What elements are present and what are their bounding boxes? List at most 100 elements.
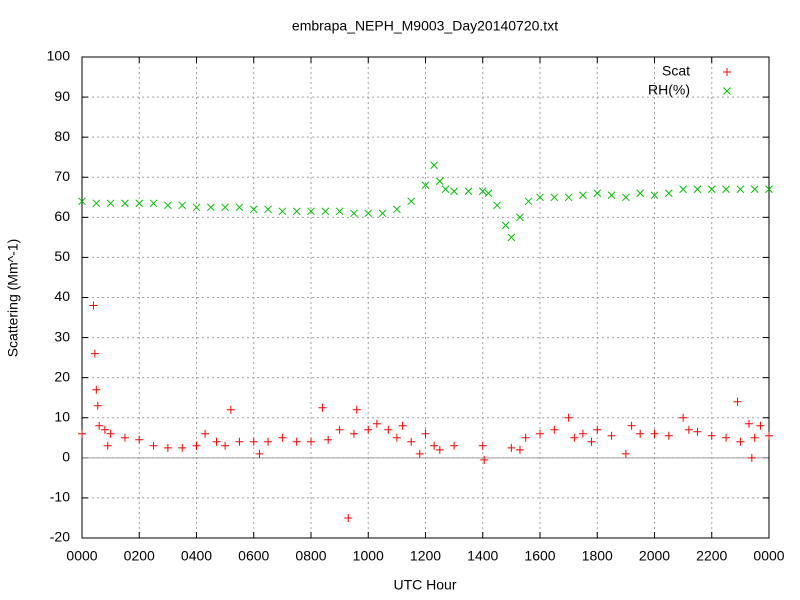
point <box>249 437 258 446</box>
y-tick-label: 70 <box>54 168 70 184</box>
point <box>607 431 616 440</box>
point <box>235 437 244 446</box>
point <box>255 449 264 458</box>
point <box>765 185 773 194</box>
x-tick-label: 1800 <box>582 548 613 564</box>
point <box>464 187 473 196</box>
point <box>450 441 459 450</box>
point <box>212 437 221 446</box>
point <box>364 209 373 218</box>
point <box>384 425 393 434</box>
point <box>92 199 101 208</box>
point <box>192 203 201 212</box>
y-tick-label: 30 <box>54 328 70 344</box>
point <box>392 433 401 442</box>
point <box>407 197 416 206</box>
point <box>335 425 344 434</box>
point <box>378 209 387 218</box>
x-tick-label: 0200 <box>124 548 155 564</box>
point <box>570 433 579 442</box>
point <box>515 445 524 454</box>
point <box>421 181 430 190</box>
y-tick-label: 50 <box>54 248 70 264</box>
legend-label: Scat <box>662 63 690 79</box>
point <box>393 205 401 214</box>
point <box>106 429 115 438</box>
y-tick-label: 0 <box>62 449 70 465</box>
point <box>636 429 645 438</box>
point <box>679 413 688 422</box>
point <box>536 193 544 202</box>
point <box>350 209 358 218</box>
point <box>587 437 596 446</box>
point <box>478 441 487 450</box>
point <box>536 429 544 438</box>
point <box>201 429 210 438</box>
point <box>435 445 444 454</box>
point <box>407 437 416 446</box>
x-tick-label: 1400 <box>467 548 498 564</box>
point <box>593 425 602 434</box>
point <box>664 431 673 440</box>
point <box>364 425 373 434</box>
point <box>421 429 430 438</box>
point <box>221 203 229 212</box>
point <box>307 437 315 446</box>
point <box>192 441 201 450</box>
point <box>707 431 716 440</box>
point <box>750 433 759 442</box>
point <box>264 205 272 214</box>
point <box>736 185 745 194</box>
point <box>693 185 702 194</box>
point <box>372 419 381 428</box>
point <box>650 429 659 438</box>
point <box>550 193 559 202</box>
point <box>324 435 333 444</box>
point <box>121 199 129 208</box>
point <box>722 433 731 442</box>
point <box>435 177 444 186</box>
point <box>321 207 330 216</box>
x-tick-label: 2000 <box>639 548 670 564</box>
point <box>756 421 765 430</box>
point <box>693 427 702 436</box>
x-tick-label: 0000 <box>66 548 97 564</box>
x-tick-label: 2200 <box>696 548 727 564</box>
y-tick-label: -10 <box>50 489 70 505</box>
point <box>235 203 244 212</box>
point <box>226 405 235 414</box>
point <box>478 187 487 196</box>
legend-label: RH(%) <box>648 82 690 98</box>
point <box>278 433 287 442</box>
point <box>95 421 104 430</box>
point <box>292 207 301 216</box>
point <box>593 189 602 198</box>
point <box>733 397 742 406</box>
x-tick-label: 0600 <box>238 548 269 564</box>
x-axis-label: UTC Hour <box>393 577 456 593</box>
point <box>106 199 115 208</box>
point <box>736 437 745 446</box>
x-tick-label: 1000 <box>353 548 384 564</box>
y-tick-label: 80 <box>54 128 70 144</box>
point <box>507 233 516 242</box>
point <box>344 513 353 522</box>
point <box>430 161 438 170</box>
point <box>684 425 693 434</box>
point <box>744 419 753 428</box>
point <box>493 201 501 210</box>
point <box>415 449 424 458</box>
point <box>307 207 315 216</box>
point <box>578 429 587 438</box>
point <box>564 193 573 202</box>
point <box>90 349 99 358</box>
point <box>679 185 687 194</box>
point <box>524 197 533 206</box>
point <box>622 193 630 202</box>
point <box>178 201 187 210</box>
plot-frame <box>81 56 770 539</box>
point <box>450 187 458 196</box>
point <box>650 191 659 200</box>
